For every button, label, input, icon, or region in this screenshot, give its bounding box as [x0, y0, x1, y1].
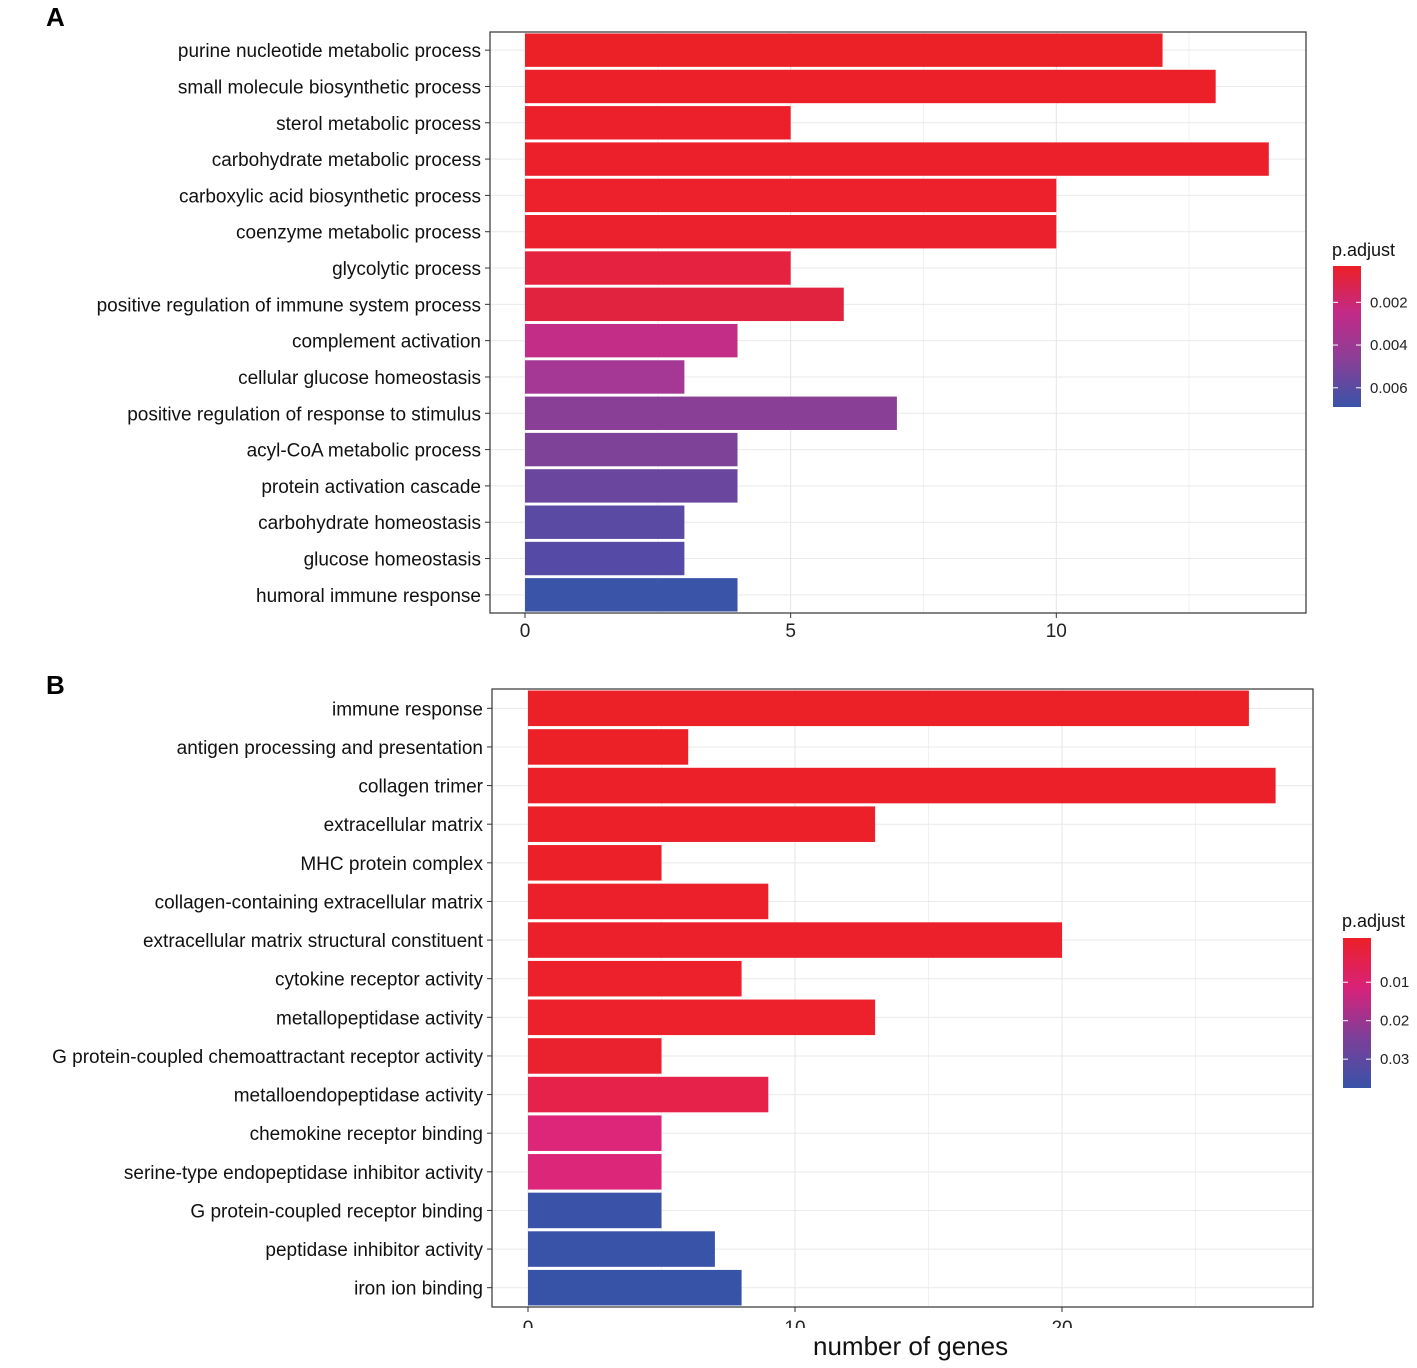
panel-label-b: B	[46, 670, 65, 700]
category-label: purine nucleotide metabolic process	[178, 41, 481, 62]
bar-2	[525, 69, 1216, 104]
x-tick-label: 20	[1051, 1318, 1072, 1328]
legend-tick-label: 0.02	[1380, 1013, 1409, 1030]
bar-5	[528, 845, 662, 881]
category-label: humoral immune response	[256, 586, 481, 607]
category-label: carboxylic acid biosynthetic process	[179, 186, 481, 207]
category-label: antigen processing and presentation	[177, 738, 483, 759]
bar-1	[528, 690, 1249, 727]
chart-panel-a: purine nucleotide metabolic process small…	[97, 31, 1408, 642]
category-label: carbohydrate homeostasis	[258, 513, 481, 534]
category-label: peptidase inhibitor activity	[265, 1240, 483, 1261]
category-label: serine-type endopeptidase inhibitor acti…	[124, 1163, 484, 1184]
bar-15	[528, 1231, 715, 1267]
bar-10	[528, 1038, 662, 1074]
legend-title: p.adjust	[1332, 240, 1395, 260]
bar-15	[525, 541, 685, 576]
legend-colorbar	[1343, 938, 1371, 1088]
x-tick-label: 0	[523, 1318, 534, 1328]
bar-8	[528, 960, 742, 997]
bar-6	[528, 883, 769, 920]
category-label: carbohydrate metabolic process	[212, 150, 481, 171]
category-label: extracellular matrix structural constitu…	[143, 931, 484, 952]
chart-panel-b: immune response antigen processing and pr…	[52, 688, 1409, 1328]
panel-label-a: A	[46, 2, 65, 32]
bar-12	[525, 432, 738, 467]
category-label: cytokine receptor activity	[275, 970, 484, 991]
bar-11	[525, 396, 897, 430]
x-tick-label: 10	[784, 1318, 805, 1328]
bar-10	[525, 360, 685, 394]
category-label: positive regulation of immune system pro…	[97, 295, 481, 316]
plot-border	[491, 688, 1314, 1308]
category-label: G protein-coupled chemoattractant recept…	[52, 1047, 483, 1068]
category-label: collagen-containing extracellular matrix	[155, 892, 484, 913]
x-tick-label: 10	[1046, 621, 1067, 642]
category-label: metalloendopeptidase activity	[234, 1086, 484, 1107]
bar-7	[525, 251, 791, 285]
bar-6	[525, 215, 1057, 249]
category-label: chemokine receptor binding	[250, 1124, 483, 1145]
category-label: positive regulation of response to stimu…	[127, 404, 481, 425]
category-label: complement activation	[292, 332, 481, 353]
x-tick-label: 0	[520, 621, 531, 642]
bar-4	[528, 806, 876, 842]
bar-13	[528, 1154, 662, 1190]
category-label: protein activation cascade	[261, 477, 481, 498]
category-label: MHC protein complex	[300, 854, 483, 875]
category-label: iron ion binding	[354, 1279, 483, 1300]
category-label: coenzyme metabolic process	[236, 223, 481, 244]
bar-3	[528, 767, 1276, 804]
bar-16	[525, 578, 738, 612]
category-label: cellular glucose homeostasis	[238, 368, 481, 389]
plot-border	[489, 31, 1307, 614]
legend-tick-label: 0.01	[1380, 974, 1409, 991]
bar-13	[525, 469, 738, 503]
x-tick-label: 5	[785, 621, 796, 642]
x-axis-title: number of genes	[813, 1331, 1009, 1361]
bar-3	[525, 106, 791, 140]
legend-title: p.adjust	[1342, 911, 1405, 931]
legend-tick-label: 0.004	[1370, 337, 1408, 354]
category-label: G protein-coupled receptor binding	[190, 1201, 483, 1222]
bar-14	[528, 1192, 662, 1229]
bar-9	[525, 323, 738, 358]
legend-tick-label: 0.006	[1370, 380, 1408, 397]
bar-12	[528, 1115, 662, 1151]
bar-7	[528, 922, 1063, 958]
bar-14	[525, 505, 685, 539]
bar-16	[528, 1269, 742, 1306]
legend-colorbar	[1333, 266, 1361, 407]
bar-8	[525, 287, 844, 322]
category-label: metallopeptidase activity	[276, 1008, 483, 1029]
bar-2	[528, 729, 689, 765]
category-label: sterol metabolic process	[276, 114, 481, 135]
category-label: glucose homeostasis	[304, 550, 481, 571]
legend-tick-label: 0.03	[1380, 1051, 1409, 1068]
bar-5	[525, 178, 1057, 213]
bar-9	[528, 999, 876, 1036]
category-label: glycolytic process	[332, 259, 481, 280]
category-label: immune response	[332, 699, 483, 720]
category-label: acyl-CoA metabolic process	[247, 441, 481, 462]
bar-11	[528, 1076, 769, 1113]
legend-tick-label: 0.002	[1370, 294, 1408, 311]
category-label: small molecule biosynthetic process	[178, 77, 481, 98]
bar-4	[525, 142, 1269, 176]
category-label: collagen trimer	[358, 777, 483, 798]
bar-1	[525, 33, 1163, 67]
category-label: extracellular matrix	[324, 815, 484, 836]
